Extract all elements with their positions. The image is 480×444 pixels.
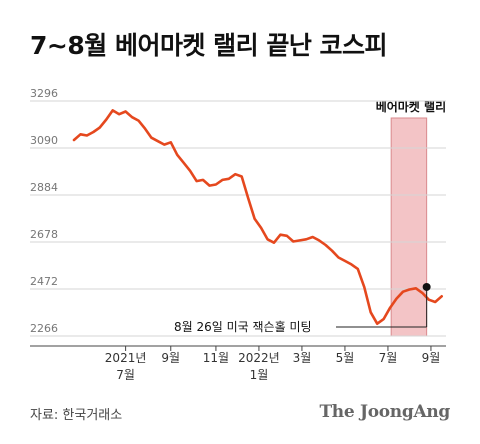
x-tick-label: 7월 — [116, 368, 135, 382]
grid-layer: 2266 2472 2678 2884 3090 3296 — [30, 87, 446, 347]
line-layer — [72, 109, 443, 325]
y-tick-label: 2678 — [30, 228, 58, 241]
x-tick-label: 5월 — [336, 351, 355, 365]
chart-title: 7~8월 베어마켓 랠리 끝난 코스피 — [30, 31, 388, 60]
x-tick-label: 7월 — [379, 351, 398, 365]
y-tick-label: 2472 — [30, 275, 58, 288]
source-note: 자료: 한국거래소 — [30, 408, 123, 423]
kospi-series-line — [72, 109, 443, 325]
x-tick-label: 2022년 — [238, 351, 280, 365]
x-tick-label: 1월 — [250, 368, 269, 382]
y-tick-label: 2884 — [30, 181, 58, 194]
annotation-layer: 8월 26일 미국 잭슨홀 미팅 — [174, 282, 431, 334]
bear-rally-band — [390, 117, 428, 337]
x-tick-label: 3월 — [293, 351, 312, 365]
annotation-label: 8월 26일 미국 잭슨홀 미팅 — [174, 320, 312, 334]
y-tick-label: 3090 — [30, 134, 58, 147]
y-tick-label: 3296 — [30, 87, 58, 100]
x-tick-label: 11월 — [203, 351, 229, 365]
x-tick-label: 9월 — [422, 351, 441, 365]
bear-rally-label: 베어마켓 랠리 — [376, 99, 446, 114]
y-tick-label: 2266 — [30, 322, 58, 335]
annotation-marker — [422, 282, 431, 291]
x-tick-label: 2021년 — [105, 351, 147, 365]
x-tick-label: 9월 — [161, 351, 180, 365]
x-axis-layer: 2021년 7월 9월 11월 2022년 1월 3월 5월 7월 9월 — [105, 346, 440, 382]
publisher-logo: The JoongAng — [319, 402, 450, 422]
